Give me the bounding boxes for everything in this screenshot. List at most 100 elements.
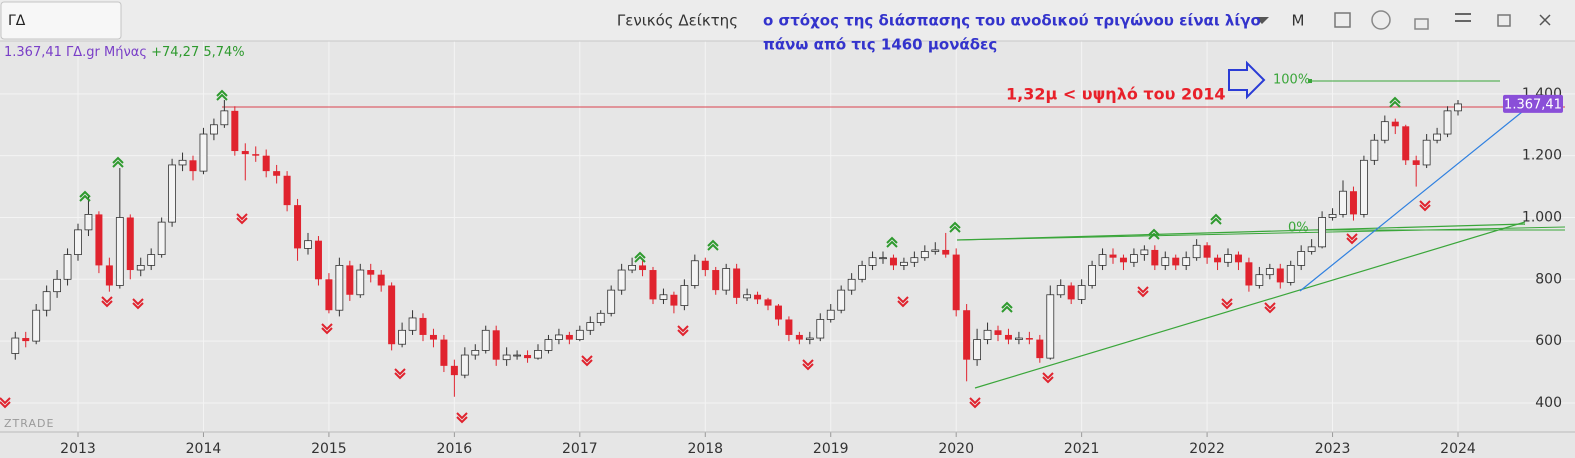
candle-body: [367, 270, 375, 275]
buy-signal: [1148, 228, 1160, 240]
candle-body: [931, 249, 940, 252]
buy-signal: [1389, 96, 1401, 108]
x-tick-label: 2020: [938, 441, 974, 457]
buy-signal: [79, 190, 91, 202]
annotation: 1,32μ < υψηλό του 2014: [1006, 85, 1226, 104]
close-button[interactable]: [1539, 14, 1551, 26]
info-change: +74,27: [151, 45, 199, 60]
candle-body: [294, 205, 302, 249]
candle-body: [1046, 294, 1055, 359]
candle-body: [1234, 254, 1242, 263]
candle-body: [607, 289, 616, 314]
candle-body: [670, 294, 678, 306]
candle-body: [701, 260, 709, 271]
y-tick-label: 800: [1535, 271, 1562, 287]
info-interval: Μήνας: [104, 45, 147, 60]
signals: [0, 89, 1431, 424]
period-button[interactable]: M: [1292, 12, 1305, 30]
info-line: 1.367,41 ΓΔ.gr Μήνας +74,27 5,74%: [4, 45, 245, 60]
candle-body: [63, 254, 72, 280]
candle-body: [805, 337, 814, 340]
candle-body: [147, 254, 156, 266]
candle-body: [325, 279, 333, 311]
candle-body: [419, 317, 427, 335]
candle-body: [1443, 110, 1452, 135]
icon-button[interactable]: [1334, 12, 1351, 28]
sell-signal: [101, 296, 113, 308]
candle-body: [471, 349, 480, 356]
candle-body: [346, 265, 354, 295]
candle-body: [168, 164, 176, 223]
sell-signal: [1419, 200, 1431, 212]
icon-button[interactable]: [1497, 14, 1511, 27]
buy-signal: [1210, 213, 1222, 225]
candle-body: [1214, 257, 1222, 263]
candle-body: [1140, 249, 1149, 255]
candle-body: [920, 251, 929, 259]
candle-body: [157, 221, 166, 255]
candle-body: [649, 270, 657, 300]
y-tick-label: 1.000: [1522, 209, 1562, 225]
candle-body: [826, 309, 835, 320]
candle-body: [733, 268, 741, 298]
candle-body: [722, 268, 731, 291]
fib-label: 0%: [1288, 221, 1309, 236]
candle-body: [1192, 244, 1201, 259]
dropdown-icon[interactable]: [1255, 17, 1269, 24]
candle-body: [1004, 334, 1012, 340]
fib-label: 100%: [1273, 73, 1310, 88]
candle-body: [952, 254, 960, 311]
candle-body: [377, 274, 385, 286]
candle-body: [1161, 257, 1170, 266]
candle-body: [816, 319, 825, 339]
icon-button[interactable]: [1455, 13, 1471, 22]
candle-body: [126, 217, 134, 271]
instrument-name: Γενικός Δείκτης: [617, 12, 738, 30]
triangle-top: [956, 223, 1526, 241]
candle-body: [1109, 254, 1117, 258]
candle-body: [565, 334, 573, 340]
symbol-input[interactable]: [0, 1, 122, 40]
candle-body: [575, 329, 584, 340]
info-change-pct: 5,74%: [203, 45, 244, 60]
candle-body: [628, 264, 636, 271]
candle-body: [429, 334, 437, 340]
candle-body: [273, 171, 281, 176]
icon-button[interactable]: [1414, 18, 1429, 30]
x-tick-label: 2024: [1440, 441, 1476, 457]
y-tick-label: 600: [1535, 333, 1562, 349]
candle-body: [1286, 264, 1295, 283]
candle-body: [283, 175, 291, 206]
candle-body: [460, 354, 469, 376]
info-price: 1.367,41: [4, 45, 62, 60]
triangle-top: [956, 226, 1566, 241]
candle-body: [84, 213, 93, 231]
candle-body: [659, 294, 668, 300]
x-tick-label: 2023: [1315, 441, 1351, 457]
candle-body: [1276, 268, 1284, 283]
candle-body: [1391, 121, 1399, 127]
candle-body: [1056, 285, 1065, 296]
icon-button[interactable]: [1371, 10, 1391, 30]
annotation: ο στόχος της διάσπασης του ανοδικού τριγ…: [763, 12, 1261, 30]
candle-body: [1370, 139, 1379, 161]
candle-body: [1172, 257, 1180, 266]
candle-body: [1255, 274, 1264, 286]
candle-body: [1380, 121, 1389, 141]
candle-body: [1015, 337, 1023, 340]
candle-body: [450, 365, 458, 376]
info-symbol: ΓΔ.gr: [66, 45, 101, 60]
candle-body: [1265, 268, 1274, 276]
candle-body: [837, 289, 846, 311]
trend-line: [1299, 111, 1523, 292]
candle-body: [994, 330, 1002, 335]
sell-signal: [456, 412, 468, 424]
candle-body: [178, 159, 187, 166]
handle: [1308, 79, 1312, 83]
sell-signal: [897, 296, 909, 308]
sell-signal: [969, 397, 981, 409]
candle-body: [1307, 246, 1316, 252]
sell-signal: [1264, 302, 1276, 314]
candle-body: [220, 110, 229, 126]
